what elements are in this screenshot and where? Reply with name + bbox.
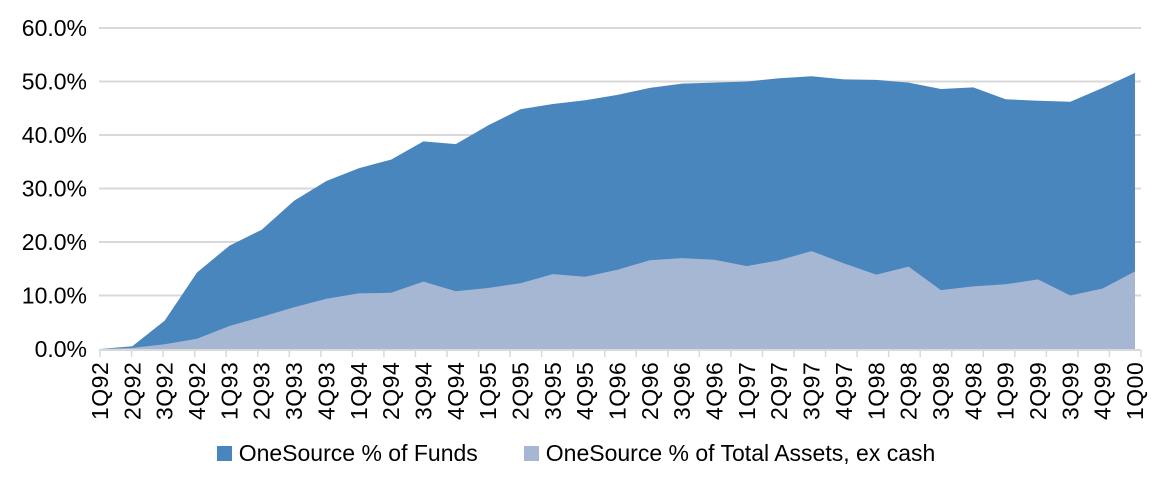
series-area-1 (100, 251, 1135, 349)
x-tick-label: 2Q99 (1025, 362, 1051, 420)
x-tick-label: 2Q96 (637, 362, 663, 420)
x-tick-label: 2Q93 (249, 362, 275, 420)
x-tick-label: 3Q93 (281, 362, 307, 420)
x-tick-label: 4Q95 (572, 362, 598, 420)
y-tick-label: 10.0% (22, 283, 87, 309)
legend-swatch-assets (523, 446, 539, 461)
x-tick-label: 1Q93 (216, 362, 242, 420)
legend: OneSource % of Funds OneSource % of Tota… (0, 442, 1152, 465)
x-tick-label: 4Q96 (702, 362, 728, 420)
x-tick-label: 2Q92 (119, 362, 145, 420)
x-tick-label: 3Q94 (410, 362, 436, 420)
x-tick-label: 1Q95 (475, 362, 501, 420)
y-tick-label: 40.0% (22, 122, 87, 148)
legend-swatch-funds (216, 446, 232, 461)
x-tick-label: 3Q99 (1057, 362, 1083, 420)
x-tick-label: 3Q95 (540, 362, 566, 420)
x-tick-label: 4Q97 (831, 362, 857, 420)
x-tick-label: 3Q97 (799, 362, 825, 420)
x-tick-label: 1Q94 (346, 362, 372, 420)
y-tick-label: 20.0% (22, 229, 87, 255)
x-tick-label: 3Q96 (669, 362, 695, 420)
x-tick-label: 2Q94 (378, 362, 404, 420)
x-tick-label: 4Q94 (443, 362, 469, 420)
y-tick-label: 50.0% (22, 69, 87, 95)
x-tick-label: 2Q95 (507, 362, 533, 420)
x-tick-label: 4Q92 (184, 362, 210, 420)
x-tick-label: 1Q98 (863, 362, 889, 420)
x-tick-label: 4Q93 (313, 362, 339, 420)
x-tick-label: 3Q98 (928, 362, 954, 420)
x-tick-label: 4Q99 (1090, 362, 1116, 420)
x-tick-label: 3Q92 (152, 362, 178, 420)
x-tick-label: 1Q92 (87, 362, 113, 420)
legend-label-funds: OneSource % of Funds (238, 440, 478, 466)
x-tick-label: 2Q98 (896, 362, 922, 420)
y-tick-label: 60.0% (22, 15, 87, 41)
x-tick-label: 4Q98 (960, 362, 986, 420)
legend-item-funds: OneSource % of Funds (216, 440, 478, 466)
legend-item-assets: OneSource % of Total Assets, ex cash (523, 440, 936, 466)
legend-label-assets: OneSource % of Total Assets, ex cash (545, 440, 936, 466)
x-tick-label: 1Q96 (605, 362, 631, 420)
x-tick-label: 1Q97 (734, 362, 760, 420)
y-tick-label: 30.0% (22, 176, 87, 202)
x-tick-label: 1Q00 (1122, 362, 1148, 420)
x-tick-label: 2Q97 (766, 362, 792, 420)
x-tick-label: 1Q99 (993, 362, 1019, 420)
y-tick-label: 0.0% (35, 336, 87, 362)
